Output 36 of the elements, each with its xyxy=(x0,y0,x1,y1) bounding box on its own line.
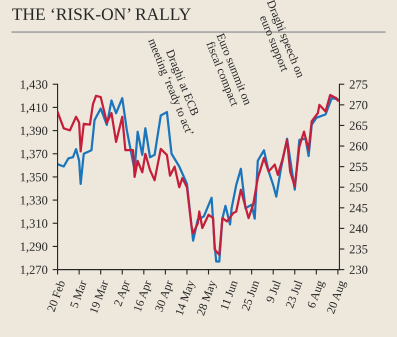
x-tick-label: 20 Aug xyxy=(326,280,348,315)
y2-tick-label: 265 xyxy=(350,122,368,130)
y2-tick-label: 260 xyxy=(350,142,368,150)
x-tick-label: 25 Jun xyxy=(242,280,260,311)
y-tick-label: 1,290 xyxy=(20,242,48,253)
x-tick-label: 20 Feb xyxy=(46,280,66,312)
y-tick-label: 1,430 xyxy=(20,80,48,91)
x-tick-label: 9 Jul xyxy=(266,280,281,304)
x-tick-label: 23 Jul xyxy=(285,280,302,308)
y2-tick-label: 250 xyxy=(350,183,368,192)
chart-title: THE ‘RISK-ON’ RALLY xyxy=(12,8,191,20)
x-tick-label: 19 Mar xyxy=(90,280,108,314)
y-tick-label: 1,310 xyxy=(20,219,48,230)
x-tick-label: 6 Aug xyxy=(307,280,326,310)
y-tick-label: 1,330 xyxy=(20,196,48,206)
x-tick-label: 30 Apr xyxy=(154,280,176,313)
x-tick-label: 11 Jun xyxy=(220,280,238,310)
y-tick-label: 1,270 xyxy=(20,266,48,276)
y2-tick-label: 235 xyxy=(350,245,368,254)
x-tick-label: 14 May xyxy=(175,279,197,316)
y-tick-label: 1,370 xyxy=(20,150,48,160)
y2-tick-label: 275 xyxy=(350,80,368,89)
y-tick-label: 1,390 xyxy=(20,126,48,137)
x-tick-label: 16 Apr xyxy=(133,280,154,313)
y2-tick-label: 270 xyxy=(350,100,368,110)
x-tick-label: 28 May xyxy=(196,279,219,317)
y-tick-label: 1,350 xyxy=(20,172,48,184)
y2-tick-label: 230 xyxy=(350,266,368,274)
annotation: Draghi at ECB meeting ‘ready to act’ xyxy=(146,38,200,137)
x-tick-label: 5 Mar xyxy=(70,280,87,308)
y2-tick-label: 245 xyxy=(350,204,368,212)
y2-tick-label: 240 xyxy=(350,224,368,233)
x-tick-label: 2 Apr xyxy=(114,280,132,308)
y-tick-label: 1,410 xyxy=(20,103,48,114)
annotation: Euro summit on fiscal compact xyxy=(204,32,252,108)
y2-tick-label: 255 xyxy=(350,162,368,172)
